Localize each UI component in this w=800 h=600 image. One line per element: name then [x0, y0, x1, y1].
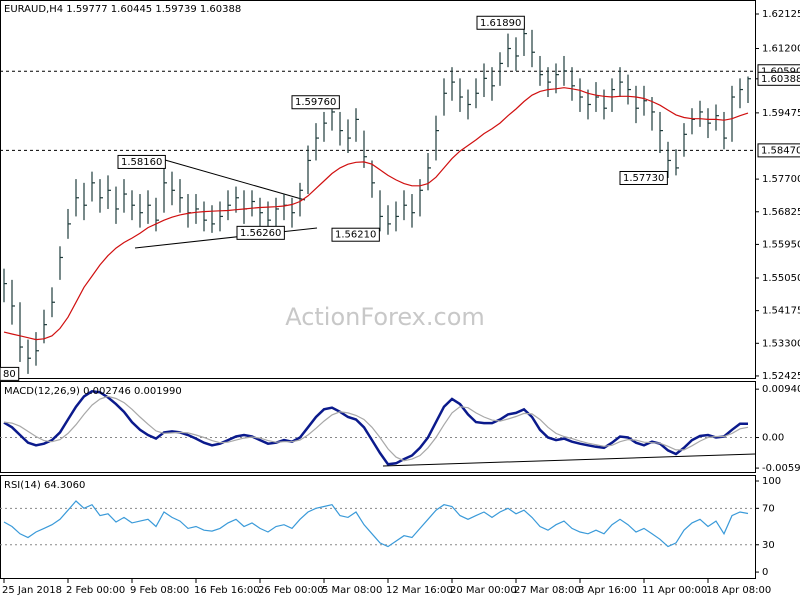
annotation: 1.59760 — [295, 97, 336, 108]
y-tick-label: 1.55950 — [762, 239, 800, 250]
last-price-box — [757, 71, 800, 86]
price-frame — [0, 0, 756, 379]
x-tick-label: 20 Mar 00:00 — [450, 585, 517, 596]
annotation: 1.61890 — [480, 18, 521, 29]
indicator-line — [3, 390, 748, 466]
x-tick-label: 2 Feb 00:00 — [66, 585, 125, 596]
trendline — [134, 227, 318, 249]
annotation-box — [476, 15, 525, 30]
y-tick-label: 100 — [762, 476, 781, 487]
x-tick-label: 12 Mar 16:00 — [386, 585, 453, 596]
y-tick-label: 0.009407 — [762, 384, 800, 395]
x-tick-label: 11 Apr 00:00 — [642, 585, 707, 596]
panel-title: RSI(14) 64.3060 — [4, 480, 85, 491]
y-tick-label: 1.56825 — [762, 207, 800, 218]
panel-title: MACD(12,26,9) 0.002746 0.001990 — [4, 386, 182, 397]
annotation-box — [619, 170, 668, 185]
y-tick-label: -0.00594 — [762, 463, 800, 474]
level-label: 1.60590 — [761, 66, 800, 77]
x-tick-label: 9 Feb 08:00 — [130, 585, 189, 596]
annotation: 80 — [3, 369, 16, 380]
level-label-box — [757, 143, 800, 158]
y-tick-label: 1.59475 — [762, 108, 800, 119]
annotation: 1.57730 — [623, 173, 664, 184]
x-tick-label: 18 Apr 08:00 — [706, 585, 771, 596]
macd-frame — [0, 381, 756, 473]
annotation-box — [331, 227, 380, 242]
level-label: 1.58470 — [761, 145, 800, 156]
indicator-line — [3, 500, 749, 548]
y-tick-label: 1.54175 — [762, 306, 800, 317]
annotation-box — [0, 366, 20, 381]
rsi-frame — [0, 475, 756, 579]
y-tick-label: 30 — [762, 540, 775, 551]
x-tick-label: 27 Mar 08:00 — [514, 585, 581, 596]
x-tick-label: 26 Feb 00:00 — [258, 585, 324, 596]
annotation: 1.58160 — [121, 157, 162, 168]
watermark: ActionForex.com — [285, 303, 485, 331]
y-tick-label: 1.62125 — [762, 9, 800, 20]
x-tick-label: 16 Feb 16:00 — [194, 585, 260, 596]
panel-title: EURAUD,H4 1.59777 1.60445 1.59739 1.6038… — [4, 4, 241, 15]
y-tick-label: 1.53300 — [762, 338, 800, 349]
y-tick-label: 1.55050 — [762, 273, 800, 284]
annotation: 1.56260 — [240, 228, 281, 239]
y-tick-label: 0.00 — [762, 433, 784, 444]
y-tick-label: 70 — [762, 503, 775, 514]
x-tick-label: 3 Apr 16:00 — [578, 585, 637, 596]
y-tick-label: 1.61200 — [762, 44, 800, 55]
moving-average — [3, 87, 749, 341]
annotation-box — [291, 95, 340, 110]
indicator-line — [3, 395, 749, 462]
annotation: 1.56210 — [335, 230, 376, 241]
trendline — [164, 159, 306, 201]
annotation-box — [117, 154, 166, 169]
y-tick-label: 1.52425 — [762, 371, 800, 382]
y-tick-label: 1.57700 — [762, 174, 800, 185]
x-tick-label: 5 Mar 08:00 — [322, 585, 382, 596]
annotation-box — [236, 225, 285, 240]
last-price: 1.60388 — [761, 74, 800, 85]
x-tick-label: 25 Jan 2018 — [2, 585, 62, 596]
y-tick-label: 0 — [762, 567, 768, 578]
trendline — [382, 453, 756, 467]
